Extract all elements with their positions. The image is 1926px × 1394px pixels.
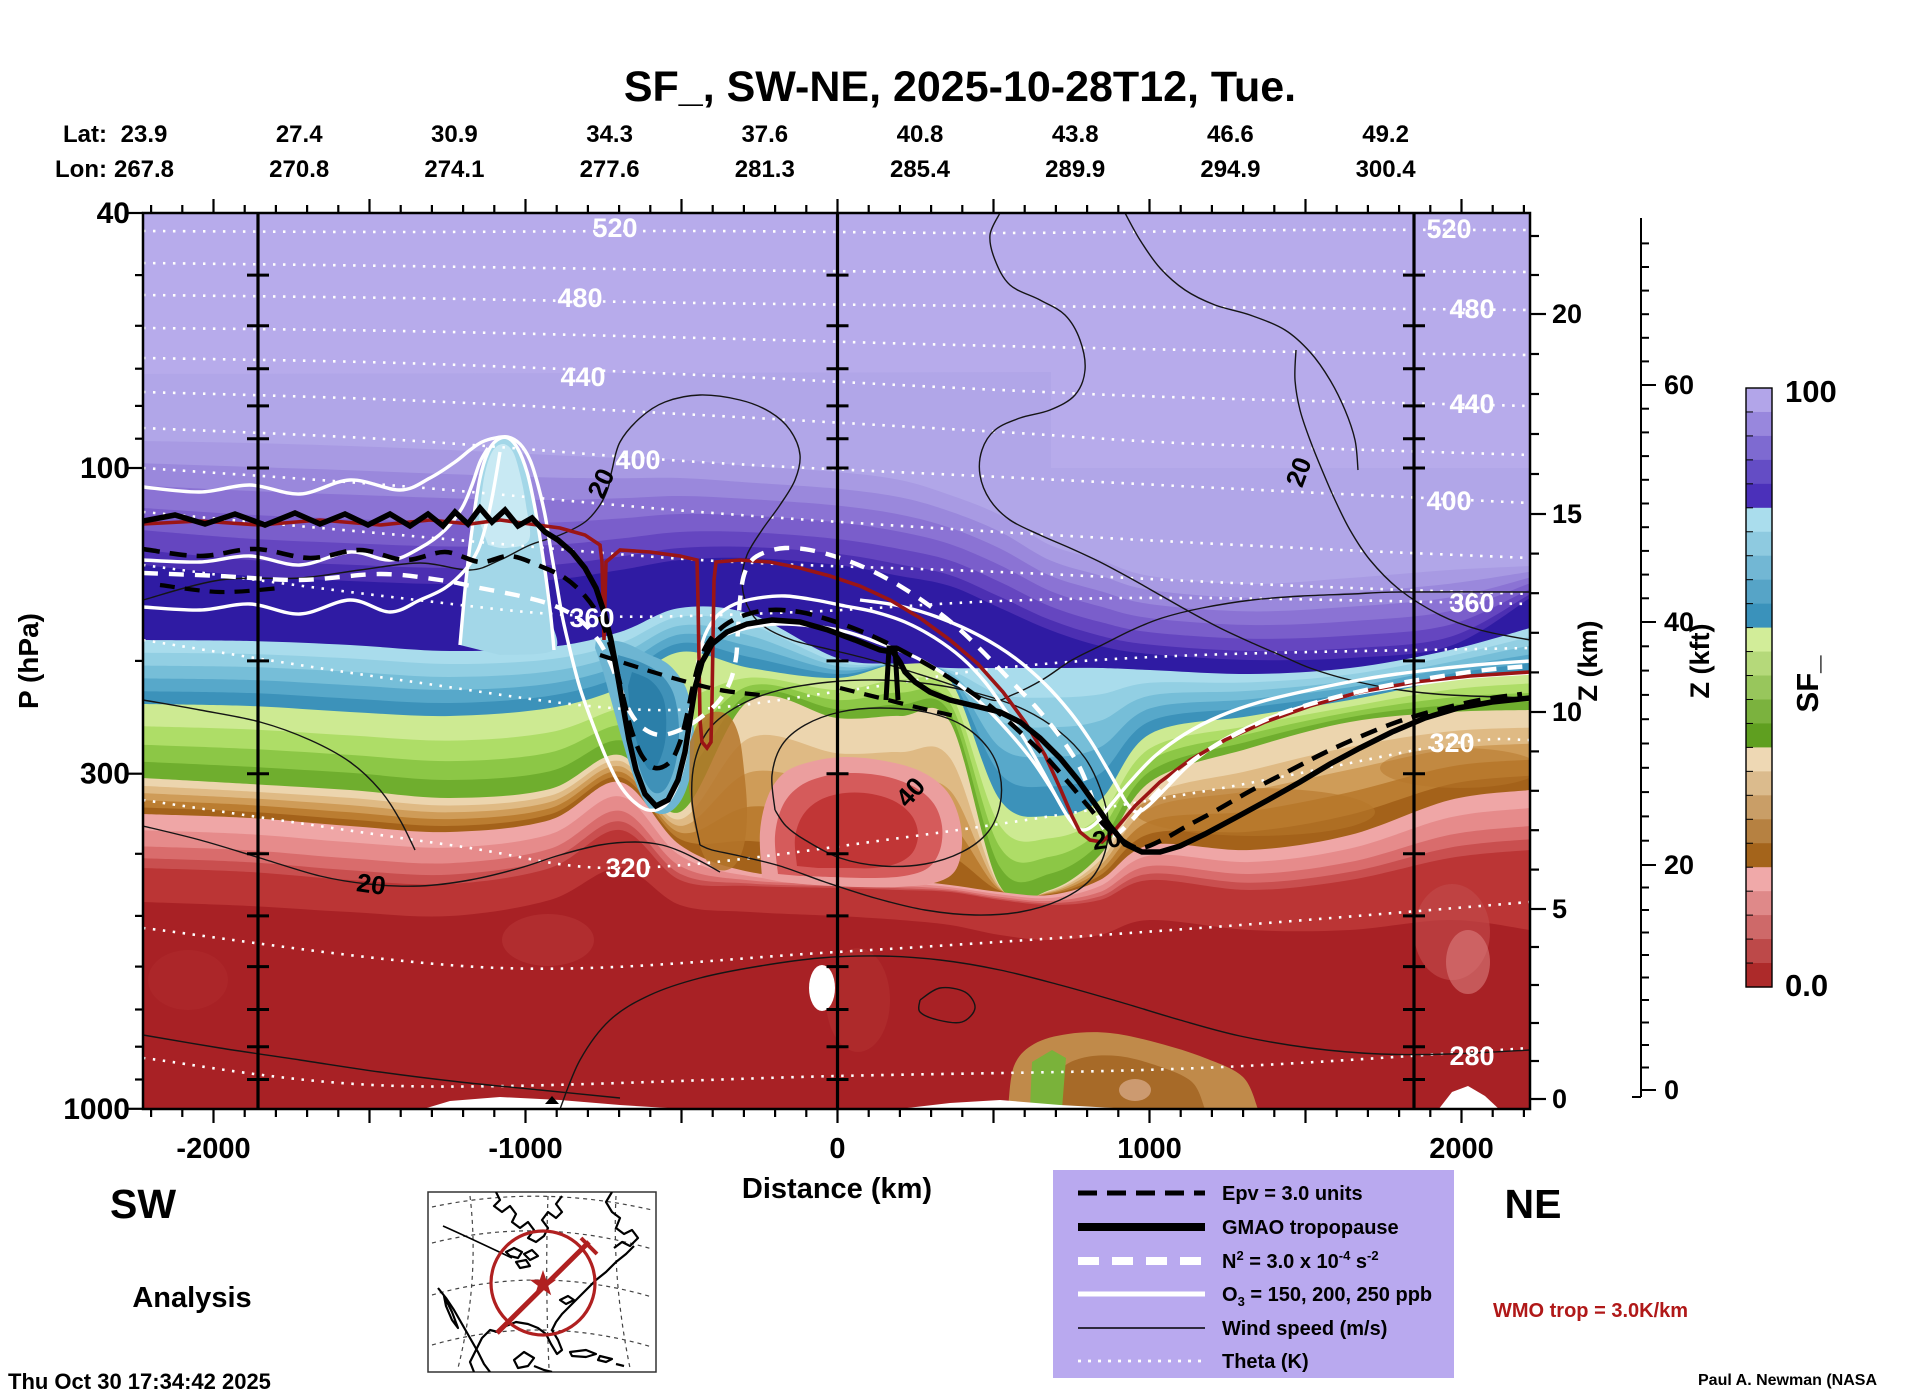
svg-text:23.9: 23.9	[121, 121, 168, 148]
svg-text:520: 520	[592, 213, 637, 243]
svg-text:-2000: -2000	[176, 1133, 250, 1165]
svg-text:20: 20	[1552, 299, 1582, 329]
svg-text:480: 480	[1449, 294, 1494, 324]
svg-text:SF_: SF_	[1790, 655, 1825, 713]
svg-text:0: 0	[1552, 1084, 1567, 1114]
svg-text:520: 520	[1426, 214, 1471, 244]
svg-text:400: 400	[615, 445, 660, 475]
svg-text:SW: SW	[110, 1181, 176, 1227]
svg-text:30.9: 30.9	[431, 121, 478, 148]
svg-text:Lon:: Lon:	[55, 156, 107, 183]
svg-text:440: 440	[1449, 389, 1494, 419]
svg-text:GMAO tropopause: GMAO tropopause	[1222, 1217, 1399, 1239]
svg-text:20: 20	[1090, 822, 1123, 856]
svg-text:20: 20	[355, 867, 388, 901]
svg-text:289.9: 289.9	[1045, 156, 1105, 183]
svg-text:360: 360	[1449, 588, 1494, 618]
svg-text:0.0: 0.0	[1785, 968, 1828, 1003]
svg-text:Z (km): Z (km)	[1573, 621, 1603, 702]
svg-text:294.9: 294.9	[1200, 156, 1260, 183]
svg-text:WMO trop = 3.0K/km: WMO trop = 3.0K/km	[1493, 1300, 1688, 1322]
svg-text:285.4: 285.4	[890, 156, 951, 183]
svg-text:-1000: -1000	[488, 1133, 562, 1165]
svg-text:Analysis: Analysis	[132, 1282, 251, 1314]
svg-text:Thu Oct 30 17:34:42 2025: Thu Oct 30 17:34:42 2025	[8, 1369, 271, 1394]
svg-text:300.4: 300.4	[1356, 156, 1417, 183]
svg-text:NE: NE	[1505, 1181, 1562, 1227]
svg-text:267.8: 267.8	[114, 156, 174, 183]
svg-text:320: 320	[1429, 728, 1474, 758]
svg-text:Paul A. Newman (NASA: Paul A. Newman (NASA	[1698, 1372, 1877, 1389]
svg-text:Distance (km): Distance (km)	[742, 1173, 932, 1205]
svg-text:360: 360	[569, 603, 614, 633]
svg-text:0: 0	[1664, 1075, 1679, 1105]
svg-text:10: 10	[1552, 697, 1582, 727]
svg-text:27.4: 27.4	[276, 121, 323, 148]
svg-text:2000: 2000	[1429, 1133, 1494, 1165]
svg-text:Wind speed (m/s): Wind speed (m/s)	[1222, 1318, 1387, 1340]
svg-text:400: 400	[1426, 486, 1471, 516]
svg-text:Z (kft): Z (kft)	[1685, 624, 1715, 699]
svg-text:37.6: 37.6	[741, 121, 788, 148]
svg-text:274.1: 274.1	[424, 156, 484, 183]
svg-text:49.2: 49.2	[1362, 121, 1409, 148]
svg-text:320: 320	[605, 853, 650, 883]
svg-text:P (hPa): P (hPa)	[13, 613, 44, 709]
svg-text:15: 15	[1552, 499, 1582, 529]
svg-text:1000: 1000	[1117, 1133, 1182, 1165]
svg-text:43.8: 43.8	[1052, 121, 1099, 148]
svg-text:100: 100	[80, 452, 130, 485]
svg-text:40: 40	[1664, 607, 1694, 637]
svg-text:280: 280	[1449, 1041, 1494, 1071]
svg-text:40.8: 40.8	[897, 121, 944, 148]
svg-text:SF_, SW-NE, 2025-10-28T12, Tue: SF_, SW-NE, 2025-10-28T12, Tue.	[624, 63, 1296, 111]
svg-text:270.8: 270.8	[269, 156, 329, 183]
svg-text:40: 40	[97, 197, 130, 230]
svg-text:300: 300	[80, 758, 130, 791]
svg-text:Theta (K): Theta (K)	[1222, 1351, 1309, 1373]
svg-text:Epv = 3.0 units: Epv = 3.0 units	[1222, 1183, 1363, 1205]
svg-text:480: 480	[557, 283, 602, 313]
svg-text:0: 0	[829, 1133, 845, 1165]
svg-text:281.3: 281.3	[735, 156, 795, 183]
svg-text:277.6: 277.6	[580, 156, 640, 183]
svg-text:1000: 1000	[63, 1093, 130, 1126]
svg-text:60: 60	[1664, 370, 1694, 400]
svg-text:20: 20	[1664, 850, 1694, 880]
svg-text:34.3: 34.3	[586, 121, 633, 148]
svg-text:N2 = 3.0 x 10-4 s-2: N2 = 3.0 x 10-4 s-2	[1222, 1248, 1379, 1273]
svg-text:440: 440	[560, 362, 605, 392]
svg-text:46.6: 46.6	[1207, 121, 1254, 148]
svg-text:O3 = 150, 200, 250 ppb: O3 = 150, 200, 250 ppb	[1222, 1284, 1432, 1309]
svg-text:5: 5	[1552, 894, 1567, 924]
svg-text:Lat:: Lat:	[63, 121, 107, 148]
svg-text:100: 100	[1785, 374, 1837, 409]
